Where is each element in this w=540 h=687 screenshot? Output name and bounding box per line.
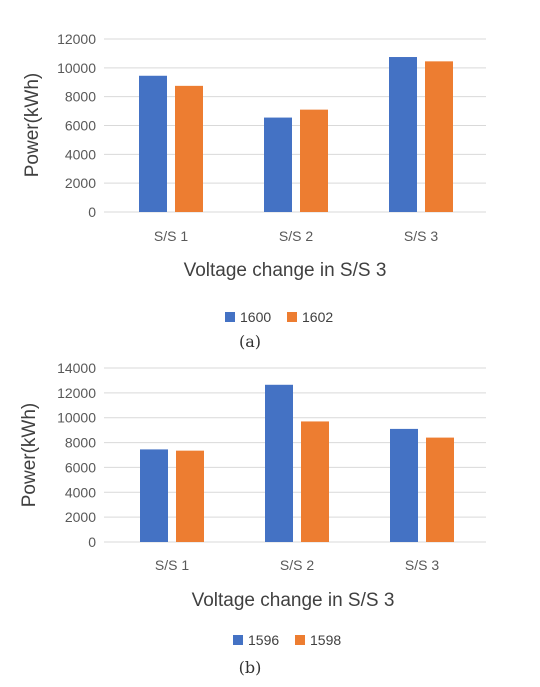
chart-a-y-axis-label: Power(kWh) [22,73,43,178]
chart-b-bar-1596-3 [390,428,418,542]
chart-b-y-tick-label: 12000 [57,385,96,401]
chart-a-y-tick-label: 6000 [65,118,96,134]
chart-a-bars [139,57,453,213]
chart-a-x-ticks: S/S 1 S/S 2 S/S 3 [154,228,438,244]
chart-b-legend-label-2: 1598 [310,632,341,648]
chart-b-legend-swatch-1 [233,635,243,645]
chart-b-bar-1598-1 [176,450,204,542]
chart-a-legend-swatch-1 [225,312,235,322]
chart-b-bar-1596-1 [140,449,168,542]
chart-b-x-axis-label: Voltage change in S/S 3 [192,590,395,611]
chart-b-x-tick-label: S/S 2 [280,557,314,573]
chart-b-y-tick-label: 2000 [65,509,96,525]
chart-b-y-tick-label: 14000 [57,360,96,376]
chart-b-y-tick-label: 8000 [65,435,96,451]
chart-a-bar-1600-1 [139,75,167,212]
chart-a-y-tick-label: 12000 [57,31,96,47]
chart-b-y-tick-label: 10000 [57,410,96,426]
chart-a-y-tick-label: 4000 [65,146,96,162]
chart-a-legend: 1600 1602 [225,309,333,325]
chart-a-bar-1602-2 [300,109,328,212]
chart-a-caption: (a) [239,332,261,351]
chart-b-y-tick-label: 0 [88,534,96,550]
chart-b-y-tick-label: 4000 [65,484,96,500]
chart-b-y-tick-label: 6000 [65,459,96,475]
chart-a-bar-1600-3 [389,57,417,213]
chart-b-bar-1596-2 [265,384,293,542]
chart-a-y-tick-label: 10000 [57,60,96,76]
chart-b-x-ticks: S/S 1 S/S 2 S/S 3 [155,557,439,573]
chart-b-y-axis-label: Power(kWh) [19,403,40,508]
chart-b-bar-1598-3 [426,437,454,542]
chart-b-x-tick-label: S/S 3 [405,557,439,573]
chart-a-legend-label-2: 1602 [302,309,333,325]
chart-a-legend-label-1: 1600 [240,309,271,325]
chart-a-x-tick-label: S/S 3 [404,228,438,244]
chart-b-legend-swatch-2 [295,635,305,645]
chart-a-y-tick-label: 0 [88,204,96,220]
chart-b-x-tick-label: S/S 1 [155,557,189,573]
chart-a-bar-1602-1 [175,85,203,212]
chart-a-x-tick-label: S/S 1 [154,228,188,244]
chart-b-bars [140,384,454,542]
chart-b-legend: 1596 1598 [233,632,341,648]
chart-a-x-tick-label: S/S 2 [279,228,313,244]
chart-b-legend-label-1: 1596 [248,632,279,648]
chart-a-y-tick-label: 8000 [65,89,96,105]
chart-b-y-ticks: 14000 12000 10000 8000 6000 4000 2000 0 [57,360,96,550]
chart-a-gridlines [104,38,486,213]
chart-a-bar-1602-3 [425,61,453,213]
chart-a-y-tick-label: 2000 [65,175,96,191]
chart-a-x-axis-label: Voltage change in S/S 3 [184,260,387,281]
chart-a-bar-1600-2 [264,117,292,212]
chart-b-bar-1598-2 [301,421,329,542]
chart-a-y-ticks: 12000 10000 8000 6000 4000 2000 0 [57,31,96,220]
chart-a-legend-swatch-2 [287,312,297,322]
chart-b-caption: (b) [239,658,262,677]
